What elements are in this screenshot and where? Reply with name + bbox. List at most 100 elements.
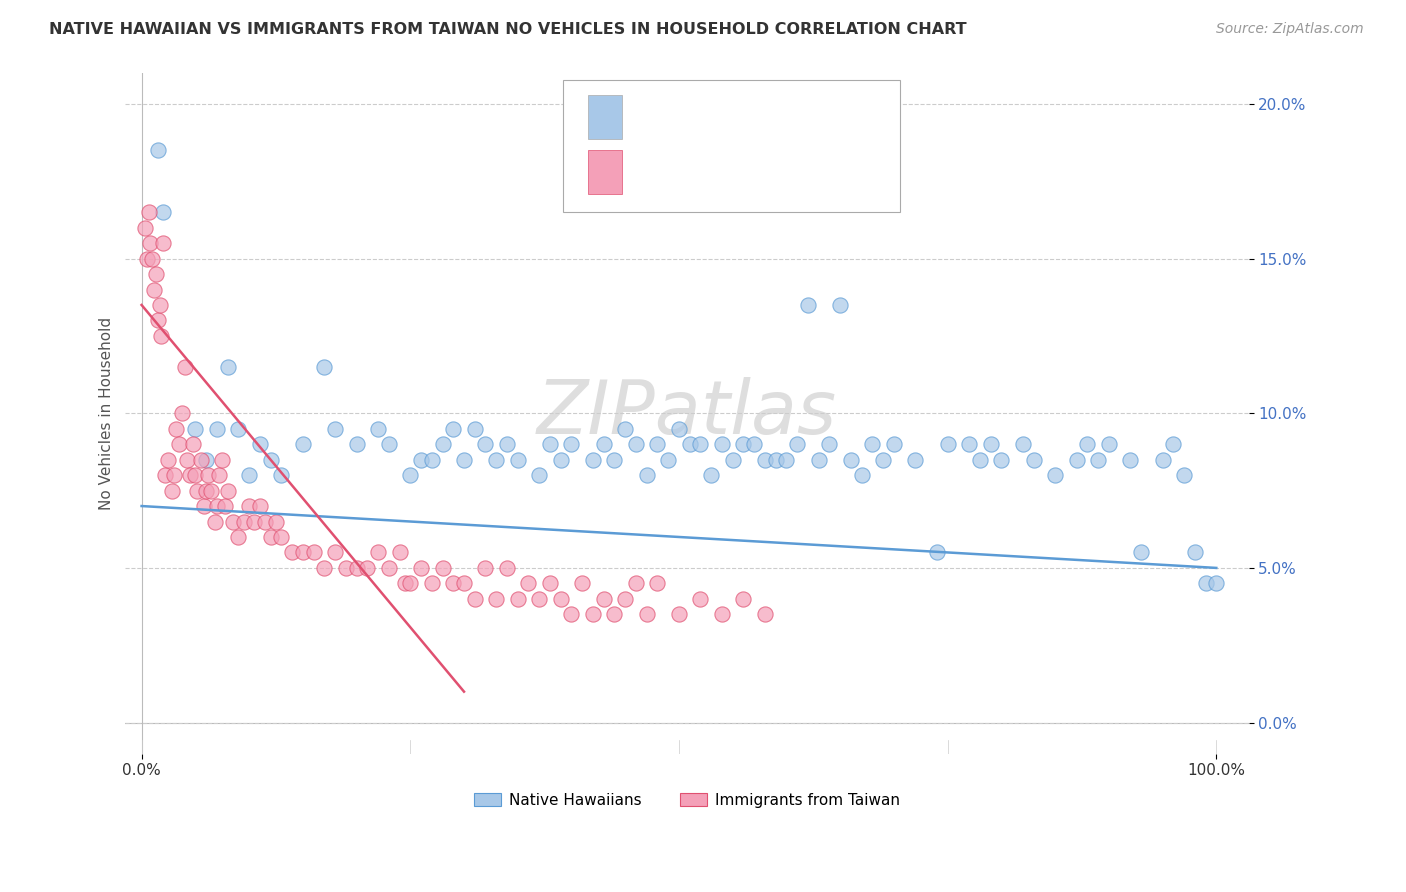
Point <box>464 591 486 606</box>
Text: R = -0.055   N = 107: R = -0.055 N = 107 <box>634 110 793 125</box>
Point <box>197 468 219 483</box>
Point <box>200 483 222 498</box>
Point <box>1011 437 1033 451</box>
Point <box>592 591 614 606</box>
Point <box>830 298 852 312</box>
Point <box>409 452 432 467</box>
Point <box>1098 437 1121 451</box>
Point <box>184 422 207 436</box>
Point <box>149 329 172 343</box>
Point <box>238 499 260 513</box>
Point <box>624 437 647 451</box>
Point <box>689 591 711 606</box>
Point <box>186 483 208 498</box>
FancyBboxPatch shape <box>588 150 621 194</box>
Point <box>517 576 540 591</box>
Point <box>571 576 593 591</box>
Point <box>249 437 271 451</box>
Point <box>464 422 486 436</box>
Point <box>1194 576 1216 591</box>
Point <box>217 483 239 498</box>
Point <box>496 561 519 575</box>
Point <box>582 607 605 622</box>
Point <box>872 452 894 467</box>
FancyBboxPatch shape <box>588 95 621 139</box>
Point <box>1184 545 1206 559</box>
Point <box>485 452 508 467</box>
Point <box>134 220 156 235</box>
Point <box>957 437 980 451</box>
Point <box>754 452 776 467</box>
Point <box>700 468 723 483</box>
Point <box>1066 452 1088 467</box>
Point <box>765 452 787 467</box>
Point <box>560 607 582 622</box>
Point <box>529 468 551 483</box>
Point <box>232 515 254 529</box>
Point <box>163 468 186 483</box>
Point <box>193 499 215 513</box>
Point <box>614 591 637 606</box>
Point <box>399 576 422 591</box>
Point <box>388 545 411 559</box>
Point <box>1076 437 1098 451</box>
Point <box>356 561 378 575</box>
Point <box>259 452 281 467</box>
Point <box>184 468 207 483</box>
Point <box>851 468 873 483</box>
Point <box>721 452 744 467</box>
Point <box>506 452 529 467</box>
Point <box>668 607 690 622</box>
Point <box>281 545 304 559</box>
Point <box>211 452 233 467</box>
Point <box>474 561 496 575</box>
Point <box>149 298 172 312</box>
Point <box>226 422 249 436</box>
Point <box>155 468 177 483</box>
Point <box>217 359 239 374</box>
Text: R = -0.603   N =  86: R = -0.603 N = 86 <box>634 164 789 179</box>
Point <box>181 437 204 451</box>
Point <box>614 422 637 436</box>
Point <box>204 515 226 529</box>
Point <box>226 530 249 544</box>
Y-axis label: No Vehicles in Household: No Vehicles in Household <box>100 317 114 510</box>
Point <box>302 545 325 559</box>
Point <box>969 452 991 467</box>
Point <box>378 437 401 451</box>
Point <box>394 576 416 591</box>
Point <box>679 437 702 451</box>
Point <box>453 452 475 467</box>
Point <box>143 283 166 297</box>
Point <box>710 607 733 622</box>
Text: Source: ZipAtlas.com: Source: ZipAtlas.com <box>1216 22 1364 37</box>
Point <box>529 591 551 606</box>
Point <box>710 437 733 451</box>
Point <box>733 591 755 606</box>
Point <box>432 437 454 451</box>
Point <box>582 452 605 467</box>
Point <box>167 437 190 451</box>
Point <box>657 452 679 467</box>
Point <box>152 205 174 219</box>
Point <box>136 252 159 266</box>
Point <box>936 437 959 451</box>
Point <box>172 406 194 420</box>
Point <box>346 561 368 575</box>
Point <box>485 591 508 606</box>
Text: ZIPatlas: ZIPatlas <box>537 377 837 450</box>
Point <box>647 437 669 451</box>
Point <box>399 468 422 483</box>
Point <box>904 452 927 467</box>
Point <box>179 468 201 483</box>
Point <box>647 576 669 591</box>
Legend: Native Hawaiians, Immigrants from Taiwan: Native Hawaiians, Immigrants from Taiwan <box>468 787 905 814</box>
Point <box>1163 437 1185 451</box>
Point <box>314 561 336 575</box>
Point <box>420 452 443 467</box>
Point <box>139 236 162 251</box>
Point <box>883 437 905 451</box>
Point <box>378 561 401 575</box>
Point <box>152 236 174 251</box>
Point <box>742 437 765 451</box>
